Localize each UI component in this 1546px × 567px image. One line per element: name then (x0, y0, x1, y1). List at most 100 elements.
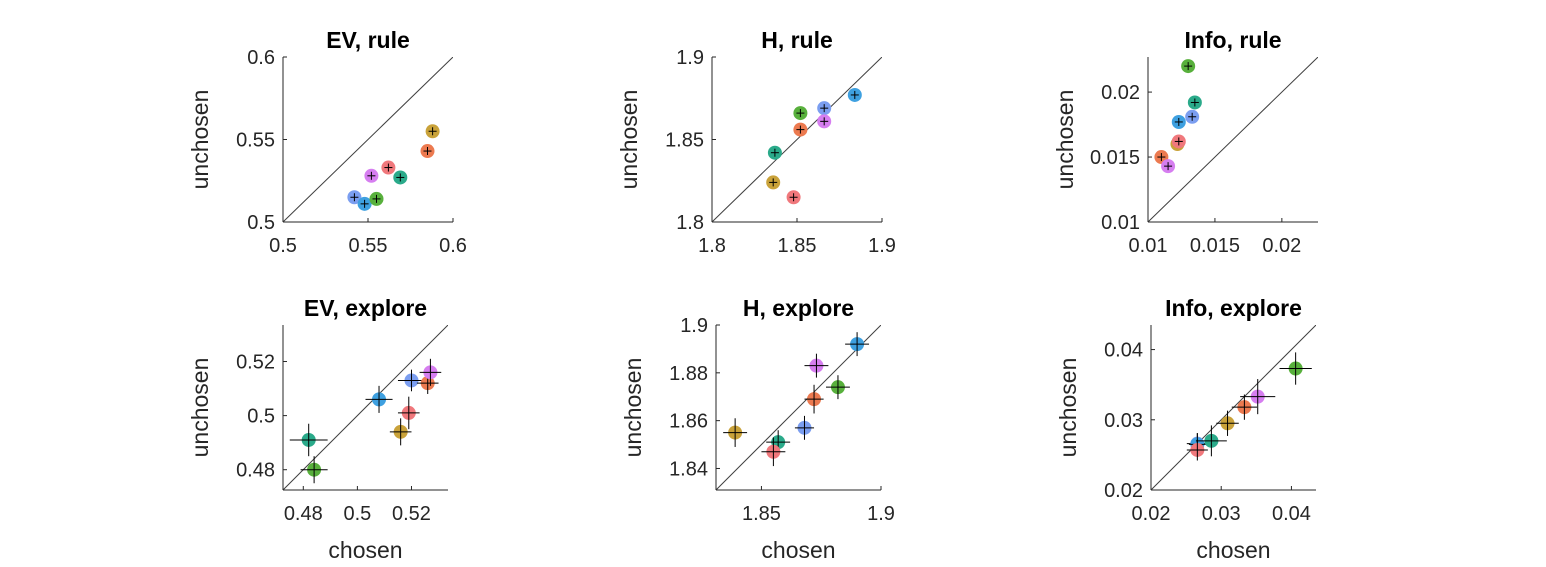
y-tick-label: 1.8 (676, 212, 704, 234)
y-axis-label: unchosen (620, 358, 646, 458)
x-tick-label: 0.6 (439, 235, 467, 257)
data-point (364, 168, 379, 183)
data-point (1161, 159, 1176, 174)
x-tick-label: 0.04 (1272, 503, 1311, 525)
data-point (1231, 394, 1258, 420)
chart-title: EV, explore (304, 295, 427, 321)
y-tick-label: 0.52 (236, 352, 275, 374)
data-point (761, 437, 786, 467)
y-tick-label: 0.02 (1104, 480, 1143, 502)
data-point (300, 456, 328, 484)
chart-panel-2: 1.8 1.85 1.9 1.8 1.85 1.9 H, rule unchosen (616, 27, 896, 257)
y-tick-label: 0.02 (1101, 82, 1140, 104)
chart-title: Info, explore (1165, 295, 1302, 321)
data-point (826, 375, 850, 400)
x-tick-label: 0.02 (1262, 235, 1301, 257)
x-tick-label: 1.85 (778, 235, 817, 257)
x-axis-label: chosen (328, 537, 402, 563)
x-tick-label: 0.48 (284, 503, 323, 525)
y-axis-label: unchosen (1052, 90, 1078, 190)
chart-title: EV, rule (326, 27, 410, 53)
data-point (1216, 410, 1239, 436)
identity-line (712, 57, 882, 222)
data-point (397, 369, 426, 392)
data-point (420, 144, 435, 159)
data-point (347, 190, 362, 205)
data-point (766, 175, 781, 190)
y-tick-label: 1.85 (665, 130, 704, 152)
y-tick-label: 0.55 (236, 130, 275, 152)
identity-line (1148, 57, 1318, 222)
data-point (793, 122, 808, 137)
data-point (397, 396, 420, 430)
chart-panel-1: 0.5 0.55 0.6 0.5 0.55 0.6 EV, rule unchosen (187, 27, 467, 257)
x-tick-label: 1.85 (742, 503, 781, 525)
data-point (794, 415, 815, 440)
data-point (1279, 352, 1312, 385)
chart-title: H, rule (761, 27, 833, 53)
x-tick-label: 1.8 (698, 235, 726, 257)
identity-line (283, 325, 448, 490)
x-tick-label: 0.03 (1202, 503, 1241, 525)
y-tick-label: 0.48 (236, 460, 275, 482)
identity-line (283, 57, 453, 222)
data-point (804, 353, 829, 378)
chart-panel-4: 0.48 0.5 0.52 0.48 0.5 0.52 EV, explore unchose… (187, 295, 448, 563)
y-tick-label: 1.84 (669, 458, 708, 480)
data-point (767, 145, 782, 160)
x-tick-label: 0.55 (349, 235, 388, 257)
x-axis-label: chosen (761, 537, 835, 563)
data-point (1171, 134, 1186, 149)
data-point (1171, 114, 1186, 129)
data-point (1185, 109, 1200, 124)
data-point (365, 385, 393, 413)
chart-title: Info, rule (1184, 27, 1281, 53)
data-point (381, 160, 396, 175)
y-tick-label: 0.6 (247, 47, 275, 69)
data-point (389, 418, 412, 446)
y-tick-label: 0.5 (247, 212, 275, 234)
y-tick-label: 1.88 (669, 363, 708, 385)
data-point (1187, 95, 1202, 110)
y-tick-label: 1.86 (669, 411, 708, 433)
y-tick-label: 1.9 (676, 47, 704, 69)
data-point (289, 423, 328, 457)
chart-title: H, explore (743, 295, 854, 321)
x-tick-label: 0.02 (1132, 503, 1171, 525)
data-point (817, 114, 832, 129)
data-point (1186, 439, 1208, 461)
y-axis-label: unchosen (187, 90, 213, 190)
data-point (369, 191, 384, 206)
chart-panel-5: 1.85 1.9 1.84 1.86 1.88 1.9 H, explore unchosen… (620, 295, 895, 563)
data-point (845, 332, 870, 357)
y-tick-label: 0.015 (1090, 147, 1140, 169)
data-point (723, 418, 748, 447)
y-axis-label: unchosen (187, 358, 213, 458)
data-point (817, 101, 832, 116)
y-axis-label: unchosen (616, 90, 642, 190)
identity-line (716, 325, 881, 490)
y-tick-label: 0.01 (1101, 212, 1140, 234)
x-tick-label: 1.9 (867, 503, 895, 525)
data-point (357, 196, 372, 211)
data-point (793, 106, 808, 121)
y-axis-label: unchosen (1055, 358, 1081, 458)
x-tick-label: 0.52 (392, 503, 431, 525)
data-point (847, 87, 862, 102)
y-tick-label: 0.5 (247, 406, 275, 428)
x-tick-label: 0.01 (1129, 235, 1168, 257)
data-point (786, 190, 801, 205)
x-tick-label: 1.9 (868, 235, 896, 257)
data-point (804, 384, 824, 414)
data-point (1181, 59, 1196, 74)
data-point (1240, 379, 1276, 415)
chart-panel-3: 0.01 0.015 0.02 0.01 0.015 0.02 Info, rule unch… (1052, 27, 1318, 257)
y-tick-label: 0.03 (1104, 410, 1143, 432)
data-point (425, 124, 440, 139)
data-point (1195, 425, 1227, 457)
x-axis-label: chosen (1196, 537, 1270, 563)
x-tick-label: 0.5 (269, 235, 297, 257)
y-tick-label: 0.04 (1104, 340, 1143, 362)
data-point (419, 358, 442, 386)
